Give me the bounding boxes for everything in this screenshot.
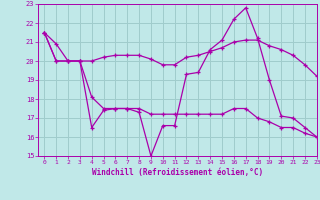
- X-axis label: Windchill (Refroidissement éolien,°C): Windchill (Refroidissement éolien,°C): [92, 168, 263, 177]
